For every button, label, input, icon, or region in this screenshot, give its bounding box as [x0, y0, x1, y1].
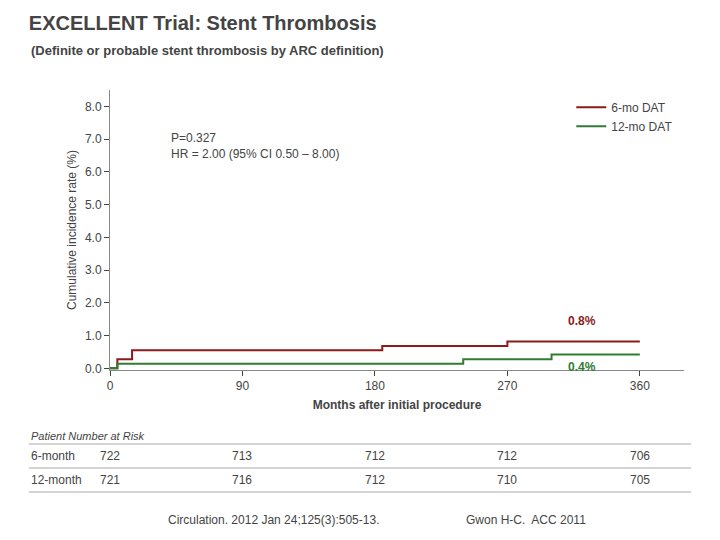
- svg-text:706: 706: [630, 449, 650, 463]
- svg-text:2.0: 2.0: [85, 296, 102, 310]
- svg-text:713: 713: [232, 449, 252, 463]
- svg-text:712: 712: [365, 449, 385, 463]
- svg-text:180: 180: [365, 379, 385, 393]
- svg-text:P=0.327HR = 2.00 (95% CI 0.50: P=0.327HR = 2.00 (95% CI 0.50 – 8.00): [171, 131, 339, 161]
- svg-text:6-mo DAT: 6-mo DAT: [611, 101, 665, 115]
- svg-text:0: 0: [107, 379, 114, 393]
- svg-text:12-mo DAT: 12-mo DAT: [611, 120, 672, 134]
- svg-text:8.0: 8.0: [85, 100, 102, 114]
- svg-text:6-month: 6-month: [31, 449, 75, 463]
- svg-text:712: 712: [497, 449, 517, 463]
- svg-text:3.0: 3.0: [85, 263, 102, 277]
- svg-text:(Definite or probable stent th: (Definite or probable stent thrombosis b…: [31, 43, 384, 58]
- svg-text:0.8%: 0.8%: [568, 314, 596, 328]
- svg-text:1.0: 1.0: [85, 329, 102, 343]
- svg-text:360: 360: [630, 379, 650, 393]
- svg-text:722: 722: [100, 449, 120, 463]
- svg-text:Gwon H-C. ACC 2011: Gwon H-C. ACC 2011: [466, 513, 586, 527]
- svg-text:4.0: 4.0: [85, 231, 102, 245]
- svg-text:90: 90: [236, 379, 250, 393]
- svg-text:705: 705: [630, 473, 650, 487]
- svg-text:0.4%: 0.4%: [568, 360, 596, 374]
- svg-text:716: 716: [232, 473, 252, 487]
- svg-text:12-month: 12-month: [31, 473, 82, 487]
- svg-text:5.0: 5.0: [85, 198, 102, 212]
- svg-text:Circulation. 2012 Jan 24;125(3: Circulation. 2012 Jan 24;125(3):505-13.: [168, 513, 379, 527]
- svg-text:710: 710: [497, 473, 517, 487]
- svg-text:270: 270: [497, 379, 517, 393]
- svg-text:6.0: 6.0: [85, 165, 102, 179]
- svg-text:EXCELLENT Trial: Stent Thrombo: EXCELLENT Trial: Stent Thrombosis: [29, 12, 377, 34]
- svg-text:Months after initial procedure: Months after initial procedure: [313, 398, 482, 412]
- svg-text:712: 712: [365, 473, 385, 487]
- svg-text:Patient Number at Risk: Patient Number at Risk: [31, 430, 145, 442]
- svg-text:0.0: 0.0: [85, 362, 102, 376]
- svg-text:7.0: 7.0: [85, 132, 102, 146]
- svg-text:Cumulative incidence rate (%): Cumulative incidence rate (%): [65, 150, 79, 310]
- svg-text:721: 721: [100, 473, 120, 487]
